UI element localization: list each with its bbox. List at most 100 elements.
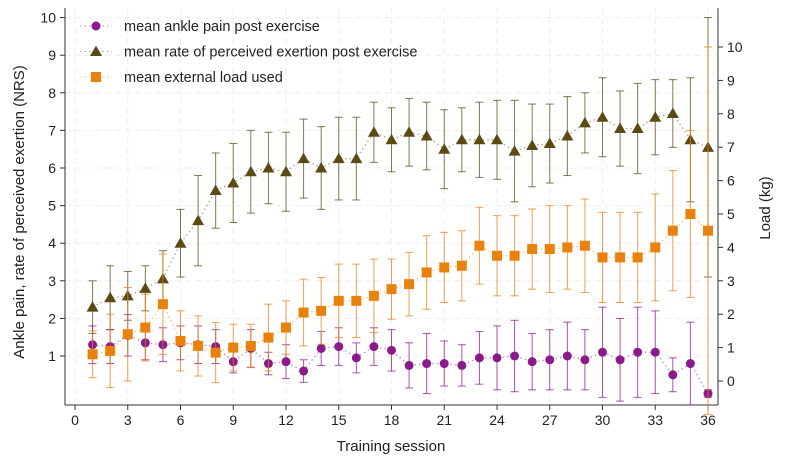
data-point — [544, 244, 555, 255]
data-point — [315, 162, 328, 173]
data-point — [210, 347, 221, 358]
data-point — [491, 133, 503, 145]
data-point — [597, 252, 608, 263]
x-tick-label: 33 — [647, 412, 663, 428]
data-point — [420, 130, 433, 141]
data-point — [509, 250, 520, 261]
data-point — [351, 295, 362, 306]
data-point — [650, 347, 660, 357]
data-point — [543, 137, 556, 149]
y2-axis-label: Load (kg) — [757, 176, 774, 239]
data-point — [649, 111, 662, 122]
data-point — [685, 359, 695, 369]
data-point — [140, 322, 151, 333]
y-tick-label: 9 — [48, 47, 56, 63]
data-point — [263, 332, 274, 343]
data-point — [598, 347, 607, 357]
series-line — [92, 112, 709, 308]
data-point — [527, 357, 537, 367]
y2-tick-label: 9 — [727, 72, 735, 88]
data-point — [562, 242, 573, 253]
data-point — [473, 133, 486, 145]
x-axis-label: Training session — [337, 438, 446, 455]
x-tick-label: 24 — [489, 412, 505, 428]
data-point — [404, 279, 415, 290]
data-point — [193, 340, 204, 351]
y2-tick-label: 3 — [727, 273, 735, 289]
x-tick-label: 0 — [71, 412, 79, 428]
data-point — [650, 242, 661, 253]
data-point — [244, 165, 257, 177]
data-point — [139, 282, 152, 293]
data-point — [298, 307, 309, 318]
data-point — [667, 225, 678, 236]
data-point — [421, 267, 432, 278]
data-point — [334, 342, 344, 352]
data-point — [192, 214, 205, 226]
y-tick-label: 3 — [48, 273, 56, 289]
x-tick-label: 6 — [177, 412, 185, 428]
data-point — [316, 305, 327, 316]
data-point — [492, 250, 502, 261]
data-point — [316, 343, 326, 353]
y-tick-label: 5 — [48, 198, 56, 214]
data-point — [369, 342, 379, 352]
data-point — [105, 345, 116, 356]
data-point — [526, 139, 539, 150]
data-point — [87, 349, 98, 360]
data-point — [439, 262, 450, 273]
data-point — [510, 351, 520, 361]
data-point — [492, 353, 502, 363]
data-point — [386, 284, 397, 295]
y2-tick-label: 6 — [727, 173, 735, 189]
data-point — [351, 353, 361, 363]
y2-tick-label: 5 — [727, 206, 735, 222]
y-tick-label: 7 — [48, 122, 56, 138]
data-point — [578, 116, 591, 128]
data-point — [668, 370, 678, 380]
y-tick-label: 4 — [48, 235, 56, 251]
axes: 0 3 6 9 12 15 18 21 24 27 30 33 36123456789100123456… — [40, 8, 743, 428]
data-point — [299, 366, 309, 376]
y2-tick-label: 0 — [727, 373, 735, 389]
x-tick-label: 9 — [229, 412, 237, 428]
data-point — [332, 152, 345, 164]
data-point — [474, 353, 484, 363]
x-tick-label: 27 — [542, 412, 558, 428]
series-line — [92, 213, 709, 355]
data-point — [227, 177, 240, 188]
data-point — [562, 351, 572, 361]
y-tick-label: 10 — [40, 10, 56, 26]
data-point — [228, 342, 239, 353]
y-tick-label: 1 — [48, 348, 56, 364]
data-point — [333, 295, 344, 306]
x-tick-label: 3 — [124, 412, 132, 428]
y-tick-label: 8 — [48, 85, 56, 101]
data-point — [580, 355, 590, 365]
data-point — [387, 345, 396, 355]
data-point — [122, 329, 133, 340]
data-point — [615, 355, 625, 365]
data-point — [245, 340, 256, 351]
data-point — [455, 133, 468, 145]
data-point — [633, 347, 643, 357]
data-point — [280, 165, 292, 177]
data-point — [404, 360, 414, 370]
y-axis-label: Ankle pain, rate of perceived exertion (… — [11, 65, 28, 358]
data-point — [439, 359, 449, 369]
data-point — [614, 122, 627, 134]
y2-tick-label: 4 — [727, 239, 735, 255]
data-point — [422, 359, 432, 369]
data-point — [104, 291, 117, 303]
legend-marker-triangle — [90, 45, 102, 56]
legend: mean ankle pain post exercise mean rate o… — [80, 19, 417, 86]
y2-tick-label: 8 — [727, 106, 735, 122]
data-point — [456, 260, 467, 271]
y-tick-label: 2 — [48, 310, 56, 326]
data-point — [157, 299, 168, 310]
legend-label: mean rate of perceived exertion post exe… — [124, 45, 417, 61]
x-tick-label: 21 — [436, 412, 452, 428]
data-point — [579, 240, 590, 251]
